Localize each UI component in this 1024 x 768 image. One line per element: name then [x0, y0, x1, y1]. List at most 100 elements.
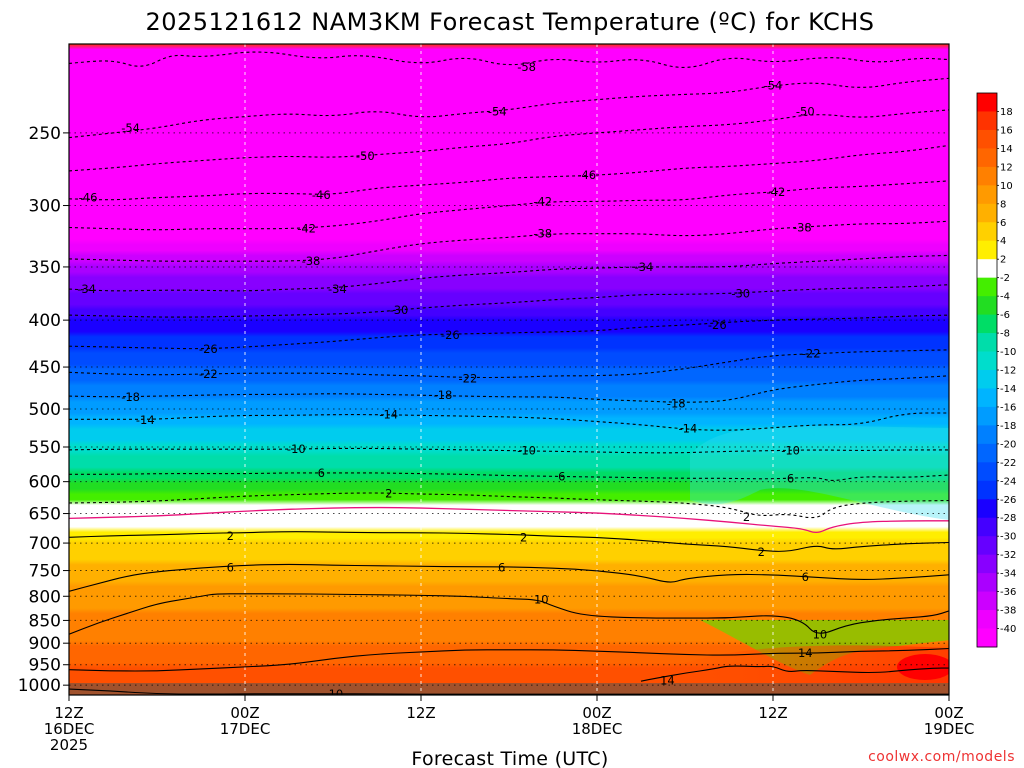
colorbar-swatch	[977, 240, 997, 260]
contour-label: -42	[533, 195, 552, 209]
colorbar-swatch	[977, 425, 997, 445]
y-tick-label: 350	[29, 258, 61, 278]
x-tick-label: 16DEC	[44, 720, 95, 738]
chart-title: 2025121612 NAM3KM Forecast Temperature (…	[145, 8, 874, 36]
colorbar-label: 12	[1000, 162, 1013, 173]
contour-2	[69, 531, 949, 552]
x-axis-label: Forecast Time (UTC)	[411, 748, 608, 768]
contour-labels: -58-54-54-54-50-50-46 -46-46-42-42-42-38-…	[77, 60, 828, 701]
colorbar-label: -14	[1000, 384, 1016, 395]
y-axis: 250 300 350 400 450 500 550 600 650 700 750 800 850 9…	[18, 124, 69, 696]
colorbar-swatch	[977, 554, 997, 574]
x-tick-label: 00Z	[934, 704, 963, 722]
contour-label: -34	[77, 282, 96, 296]
contour-label: -46	[312, 188, 331, 202]
contour-label: 10	[813, 628, 828, 642]
y-tick-label: 700	[29, 534, 61, 554]
y-tick-label: 750	[29, 562, 61, 582]
colorbar-label: -12	[1000, 366, 1016, 377]
colorbar-swatch	[977, 628, 997, 648]
colorbar-swatch	[977, 406, 997, 426]
contour-label: 10	[329, 687, 344, 701]
x-tick-label: 18DEC	[572, 720, 623, 738]
y-tick-label: 500	[29, 400, 61, 420]
contour-0	[69, 506, 949, 533]
colorbar-label: 14	[1000, 144, 1013, 155]
hot-spot	[897, 654, 949, 680]
contour-label: -26	[199, 342, 218, 356]
y-tick-label: 800	[29, 587, 61, 607]
contour-label: -54	[121, 121, 140, 135]
colorbar: 18 16 14 12 10 8 6 4 2 -2 -4 -6 -8 -10 -12 -14 -16 -18 -20…	[976, 92, 1016, 648]
colorbar-label: -4	[1000, 292, 1010, 303]
contour-label: -50	[796, 105, 815, 119]
contour-label: -34	[328, 282, 347, 296]
colorbar-swatch	[977, 148, 997, 168]
colorbar-swatch	[977, 259, 997, 279]
contour-label: 6	[802, 570, 809, 584]
colorbar-label: -10	[1000, 347, 1016, 358]
contour-label: -34	[635, 260, 654, 274]
contour-label: -18	[434, 388, 453, 402]
horizontal-grid	[69, 132, 949, 686]
colorbar-swatch	[977, 222, 997, 242]
contour-14	[69, 647, 949, 672]
plot-area: -58-54-54-54-50-50-46 -46-46-42-42-42-38-…	[69, 44, 949, 701]
colorbar-label: -38	[1000, 606, 1016, 617]
x-tick-label: 12Z	[406, 704, 435, 722]
contour-label: 2	[227, 529, 234, 543]
colorbar-label: -20	[1000, 439, 1016, 450]
contour--50	[69, 109, 949, 172]
contour-label: -10	[517, 444, 536, 458]
contour-10	[69, 688, 949, 695]
colorbar-label: -6	[1000, 310, 1010, 321]
colorbar-label: -8	[1000, 329, 1010, 340]
contour-label: -22	[802, 347, 821, 361]
ground-band	[69, 683, 949, 695]
colorbar-label: -22	[1000, 458, 1016, 469]
contour-label: -38	[793, 220, 812, 234]
colorbar-swatch	[977, 370, 997, 389]
contour-label: -50	[356, 149, 375, 163]
colorbar-swatch	[977, 277, 997, 297]
colorbar-swatch	[977, 610, 997, 629]
colorbar-swatch	[977, 93, 997, 112]
y-tick-label: 650	[29, 505, 61, 525]
colorbar-label: -34	[1000, 569, 1016, 580]
colorbar-swatch	[977, 166, 997, 186]
colorbar-label: -2	[1000, 273, 1010, 284]
contour-label: -46	[577, 168, 596, 182]
contour-label: -10	[287, 442, 306, 456]
y-tick-label: 850	[29, 611, 61, 631]
y-tick-label: 950	[29, 656, 61, 676]
colorbar-swatch	[977, 573, 997, 592]
contour-label: 14	[798, 646, 813, 660]
y-tick-label: 900	[29, 634, 61, 654]
contour-label: -22	[459, 371, 478, 385]
contour-label: -54	[764, 79, 783, 93]
colorbar-label: -30	[1000, 532, 1016, 543]
x-tick-label: 12Z	[54, 704, 83, 722]
colorbar-swatch	[977, 443, 997, 463]
colorbar-label: -18	[1000, 421, 1016, 432]
contour-label: -30	[390, 303, 409, 317]
colorbar-label: -24	[1000, 476, 1016, 487]
y-tick-label: 600	[29, 473, 61, 493]
contour--6	[69, 472, 949, 481]
plot-frame	[68, 43, 950, 696]
contour-label: 2	[520, 530, 527, 544]
contour-label: 2	[758, 545, 765, 559]
contour-label: -30	[731, 286, 750, 300]
x-tick-label: 12Z	[758, 704, 787, 722]
colorbar-swatch	[977, 296, 997, 315]
colorbar-label: 16	[1000, 125, 1013, 136]
contour-label: 6	[498, 560, 505, 574]
contour-label: -18	[667, 396, 686, 410]
contour-14	[640, 665, 949, 682]
warm-core-overlay	[640, 645, 949, 695]
x-tick-label: 19DEC	[924, 720, 975, 738]
contour-label: -10	[781, 444, 800, 458]
colorbar-swatch	[977, 129, 997, 149]
